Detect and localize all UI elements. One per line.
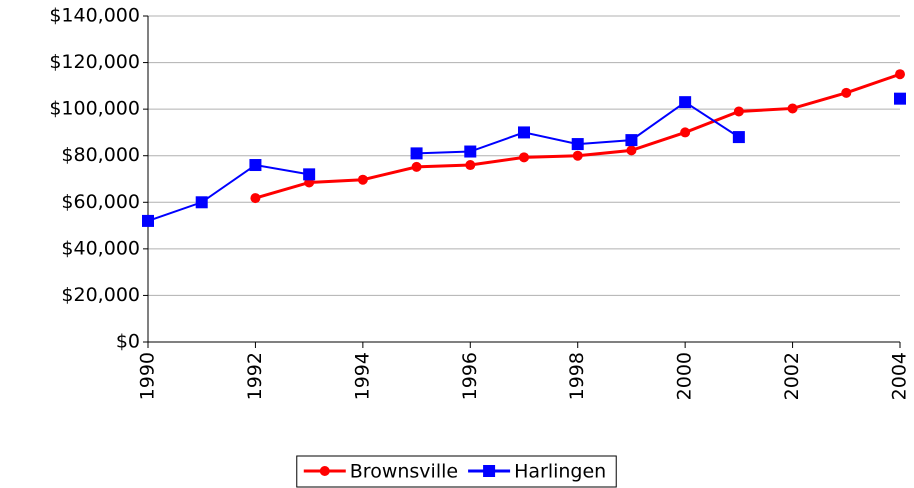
- marker: [625, 134, 638, 147]
- marker: [572, 150, 583, 161]
- marker: [410, 147, 423, 160]
- marker: [787, 103, 798, 114]
- marker: [733, 106, 744, 117]
- series-line: [255, 72, 901, 200]
- marker: [895, 69, 905, 80]
- legend-label: Brownsville: [350, 461, 458, 483]
- legend-box: [296, 455, 617, 488]
- x-tick-label: 2002: [781, 352, 803, 400]
- y-tick-label: $60,000: [61, 191, 140, 213]
- marker: [841, 87, 852, 98]
- x-tick-label: 1998: [566, 352, 588, 400]
- marker: [518, 126, 530, 139]
- marker: [571, 138, 584, 151]
- x-tick-label: 1990: [137, 352, 159, 400]
- marker: [319, 466, 330, 476]
- marker: [626, 145, 637, 156]
- marker: [680, 127, 691, 138]
- x-tick-label: 1994: [351, 352, 373, 400]
- y-tick-label: $80,000: [61, 144, 140, 166]
- x-tick-label: 2000: [674, 352, 696, 400]
- marker: [519, 152, 529, 163]
- legend-label: Harlingen: [514, 461, 606, 483]
- marker: [249, 159, 262, 172]
- marker: [142, 214, 154, 227]
- marker: [732, 131, 745, 144]
- marker: [357, 174, 368, 185]
- marker: [679, 96, 692, 109]
- marker: [195, 196, 208, 209]
- marker: [250, 193, 261, 204]
- x-tick-label: 2004: [889, 352, 911, 400]
- legend-item: Brownsville: [303, 461, 458, 483]
- marker: [411, 161, 422, 172]
- y-tick-label: $120,000: [49, 51, 140, 73]
- legend-item: Harlingen: [468, 461, 606, 483]
- marker: [303, 168, 316, 181]
- x-tick-label: 1996: [459, 352, 481, 400]
- marker: [464, 145, 477, 158]
- y-tick-label: $20,000: [61, 284, 140, 306]
- y-tick-label: $0: [116, 331, 140, 353]
- marker: [465, 160, 476, 171]
- marker: [894, 92, 906, 105]
- y-tick-label: $100,000: [49, 98, 140, 120]
- legend: Brownsville Harlingen: [296, 455, 617, 488]
- y-tick-label: $40,000: [61, 237, 140, 259]
- x-tick-label: 1992: [244, 352, 266, 400]
- marker: [483, 465, 496, 477]
- y-tick-label: $140,000: [49, 5, 140, 27]
